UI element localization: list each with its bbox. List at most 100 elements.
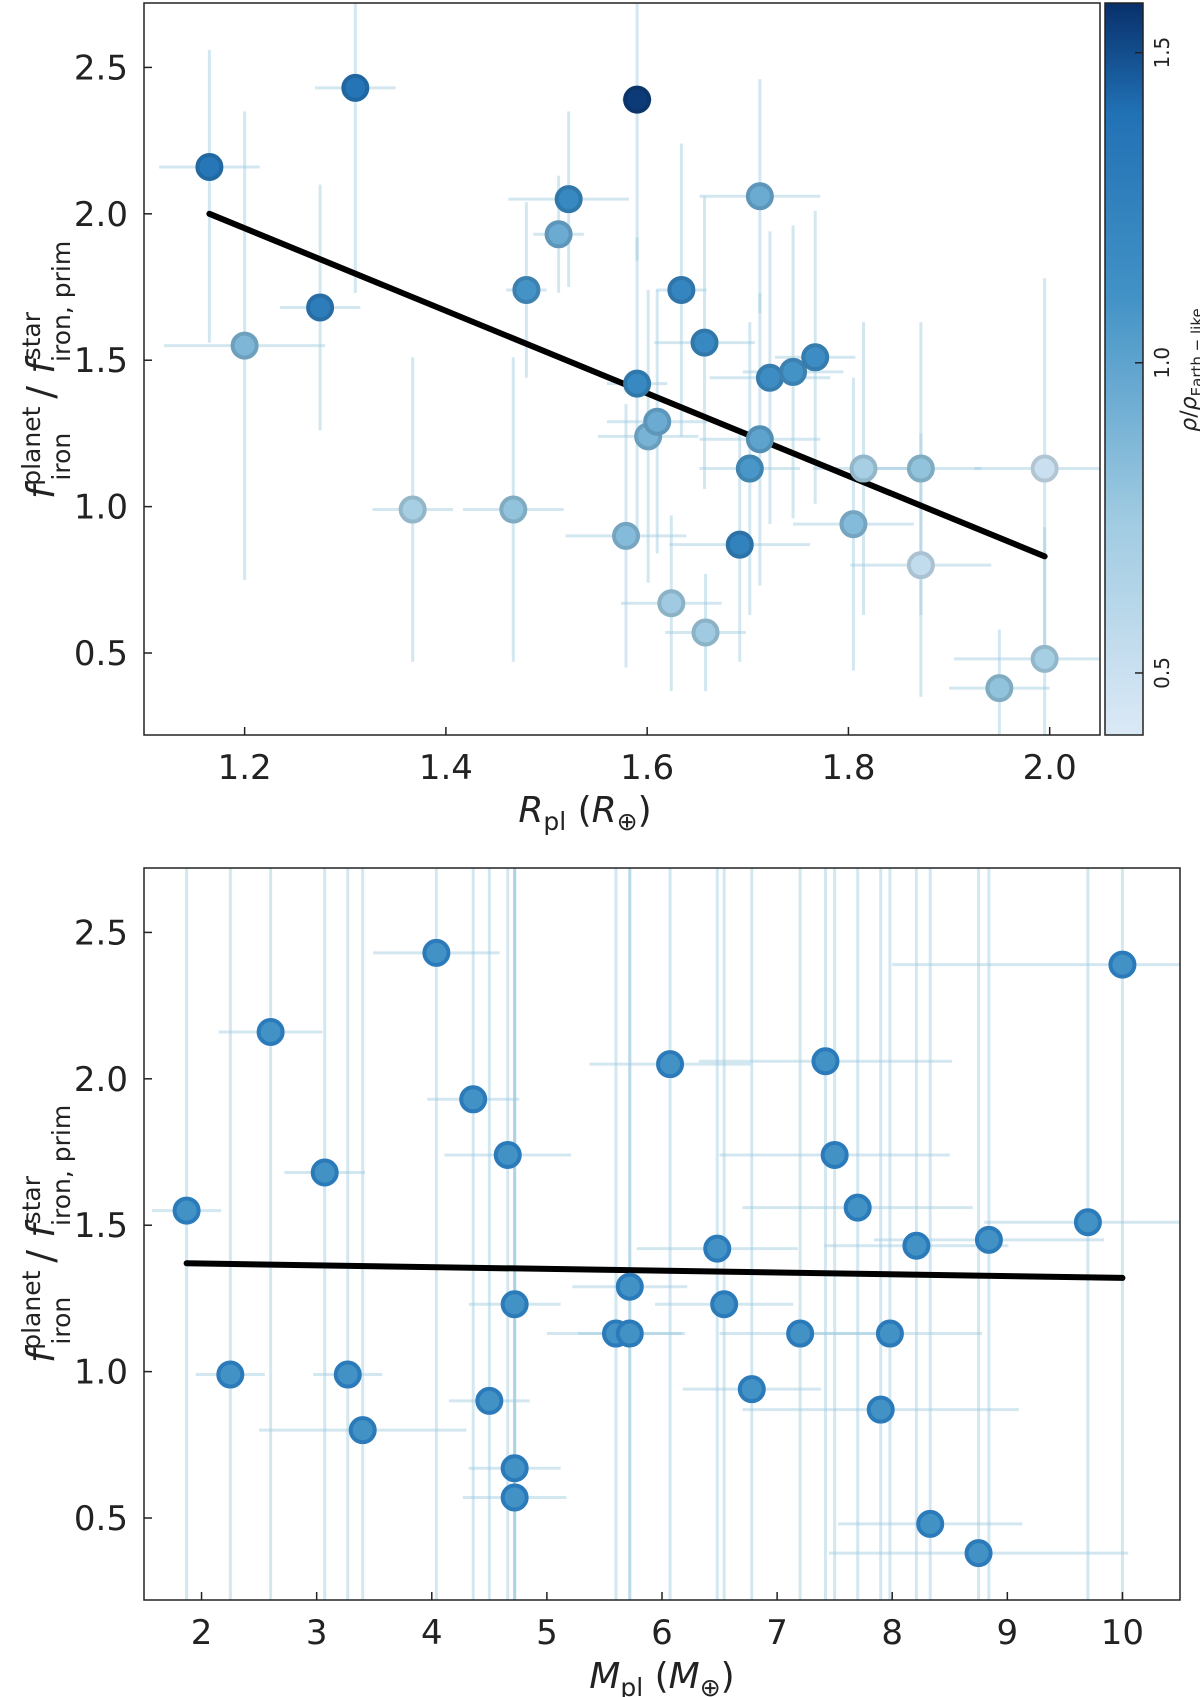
data-point [710,1290,739,1319]
y-tick-label: 1.0 [74,488,128,528]
colorbar-label: ρ/ρEarth − like [1177,308,1200,431]
colorbar-tick-label: 1.5 [1150,37,1174,69]
data-point [801,343,830,372]
data-point [657,589,686,618]
data-point [786,1319,815,1348]
colorbar [1104,2,1144,736]
x-tick-label: 10 [1101,1613,1144,1653]
y-tick-label: 2.0 [74,195,128,235]
data-point [398,495,427,524]
data-point [333,1360,362,1389]
data-point [499,495,528,524]
data-point [310,1158,339,1187]
data-point [348,1416,377,1445]
data-point [500,1483,529,1512]
data-point [195,152,224,181]
data-point [656,1050,685,1079]
x-tick-label: 7 [766,1613,788,1653]
bottom-y-ticks: 0.5 1.0 1.5 2.0 2.5 [74,913,152,1539]
data-point [811,1047,840,1076]
data-point [306,293,335,322]
x-tick-label: 4 [421,1613,443,1653]
top-y-axis-label: fplanetiron / fstariron, prim [17,241,76,499]
data-point [737,1375,766,1404]
bottom-panel: 2 3 4 5 6 7 8 9 10 0.5 1.0 1.5 2.0 2.5 Mpl (M⊕) fpla… [17,867,1181,1697]
bottom-errorbars [152,868,1180,1600]
x-tick-label: 1.2 [218,748,272,788]
y-tick-label: 1.5 [74,1206,128,1246]
top-panel: 1.2 1.4 1.6 1.8 2.0 0.5 1.0 1.5 2.0 2.5 Rpl (R⊕)… [17,2,1200,836]
data-point [745,182,774,211]
y-tick-label: 0.5 [74,1499,128,1539]
x-tick-label: 3 [306,1613,328,1653]
bottom-x-axis-label: Mpl (M⊕) [589,1656,734,1697]
data-point [500,1454,529,1483]
data-point [172,1196,201,1225]
data-point [985,674,1014,703]
data-point [643,407,672,436]
data-point [875,1319,904,1348]
colorbar-tick-label: 0.5 [1150,657,1174,689]
data-point [916,1509,945,1538]
data-point [1073,1208,1102,1237]
data-point [902,1231,931,1260]
bottom-y-axis-label: fplanetiron / fstariron, prim [17,1105,76,1363]
data-point [735,454,764,483]
x-tick-label: 2.0 [1023,748,1077,788]
data-point [839,510,868,539]
data-point [544,220,573,249]
data-point [725,530,754,559]
data-point [1030,644,1059,673]
bottom-x-ticks: 2 3 4 5 6 7 8 9 10 [191,1592,1144,1653]
bottom-plot-frame [143,867,1181,1601]
x-tick-label: 5 [536,1613,558,1653]
data-point [615,1319,644,1348]
x-tick-label: 1.6 [620,748,674,788]
y-tick-label: 2.5 [74,913,128,953]
data-point [623,369,652,398]
top-y-ticks: 0.5 1.0 1.5 2.0 2.5 [74,48,152,674]
colorbar-tick-label: 1.0 [1150,347,1174,379]
y-tick-label: 2.0 [74,1060,128,1100]
data-point [703,1234,732,1263]
data-point [866,1395,895,1424]
data-point [974,1225,1003,1254]
data-point [779,357,808,386]
data-point [216,1360,245,1389]
data-point [512,275,541,304]
y-tick-label: 0.5 [74,634,128,674]
data-point [422,938,451,967]
data-point [843,1193,872,1222]
colorbar-ticks: 0.5 1.0 1.5 [1135,37,1174,689]
data-point [964,1539,993,1568]
data-point [459,1085,488,1114]
bottom-points [172,938,1137,1568]
data-point [1108,950,1137,979]
data-point [691,618,720,647]
data-point [475,1386,504,1415]
data-point [623,85,652,114]
data-point [612,521,641,550]
top-x-ticks: 1.2 1.4 1.6 1.8 2.0 [218,727,1077,788]
data-point [820,1140,849,1169]
data-point [906,454,935,483]
data-point [500,1290,529,1319]
data-point [745,425,774,454]
data-point [1030,454,1059,483]
data-point [256,1017,285,1046]
top-plot-frame [143,2,1101,736]
data-point [341,73,370,102]
y-tick-label: 1.5 [74,341,128,381]
top-x-axis-label: Rpl (R⊕) [518,790,651,836]
data-point [230,331,259,360]
top-points [195,73,1059,703]
x-tick-label: 1.8 [821,748,875,788]
data-point [906,551,935,580]
data-point [615,1272,644,1301]
x-tick-label: 8 [881,1613,903,1653]
data-point [493,1140,522,1169]
data-point [849,454,878,483]
data-point [690,328,719,357]
y-tick-label: 2.5 [74,48,128,88]
